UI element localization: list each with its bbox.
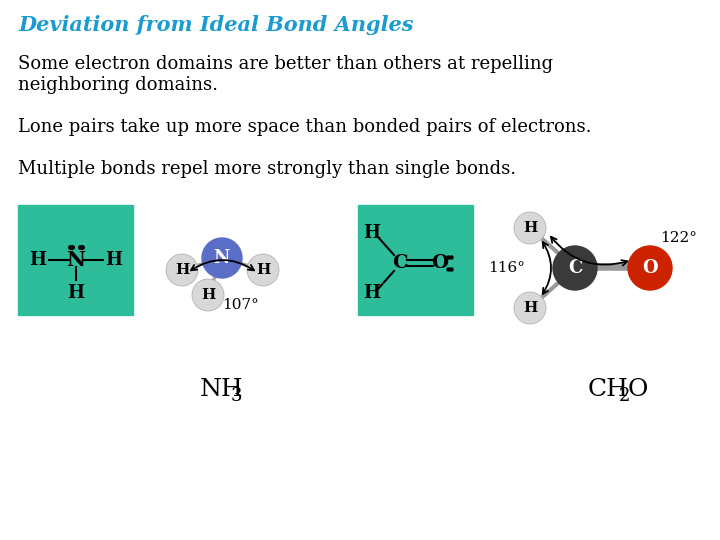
Text: O: O bbox=[642, 259, 658, 277]
Circle shape bbox=[514, 292, 546, 324]
Circle shape bbox=[202, 238, 242, 278]
Text: H: H bbox=[106, 251, 122, 269]
Text: Some electron domains are better than others at repelling: Some electron domains are better than ot… bbox=[18, 55, 553, 73]
Text: 107°: 107° bbox=[222, 298, 259, 312]
Text: 2: 2 bbox=[619, 387, 631, 405]
Text: H: H bbox=[523, 221, 537, 235]
Circle shape bbox=[553, 246, 597, 290]
Text: neighboring domains.: neighboring domains. bbox=[18, 76, 218, 94]
Text: H: H bbox=[30, 251, 47, 269]
Bar bbox=[18, 205, 133, 315]
Text: O: O bbox=[628, 379, 649, 402]
Text: H: H bbox=[175, 263, 189, 277]
Circle shape bbox=[166, 254, 198, 286]
Circle shape bbox=[514, 212, 546, 244]
Text: 3: 3 bbox=[231, 387, 243, 405]
Text: C: C bbox=[568, 259, 582, 277]
Text: N: N bbox=[214, 249, 230, 267]
Text: NH: NH bbox=[200, 379, 243, 402]
Bar bbox=[358, 205, 473, 315]
Text: H: H bbox=[364, 224, 380, 242]
Text: C: C bbox=[392, 254, 408, 272]
Circle shape bbox=[247, 254, 279, 286]
Text: 122°: 122° bbox=[660, 231, 697, 245]
Text: CH: CH bbox=[588, 379, 629, 402]
Text: H: H bbox=[523, 301, 537, 315]
Text: O: O bbox=[431, 254, 449, 272]
Text: 116°: 116° bbox=[488, 261, 525, 275]
Text: Deviation from Ideal Bond Angles: Deviation from Ideal Bond Angles bbox=[18, 15, 413, 35]
Text: H: H bbox=[68, 284, 84, 302]
Text: H: H bbox=[364, 284, 380, 302]
Text: N: N bbox=[66, 250, 86, 270]
Text: H: H bbox=[201, 288, 215, 302]
Text: Lone pairs take up more space than bonded pairs of electrons.: Lone pairs take up more space than bonde… bbox=[18, 118, 592, 136]
Text: H: H bbox=[256, 263, 270, 277]
Text: Multiple bonds repel more strongly than single bonds.: Multiple bonds repel more strongly than … bbox=[18, 160, 516, 178]
Circle shape bbox=[192, 279, 224, 311]
Circle shape bbox=[628, 246, 672, 290]
